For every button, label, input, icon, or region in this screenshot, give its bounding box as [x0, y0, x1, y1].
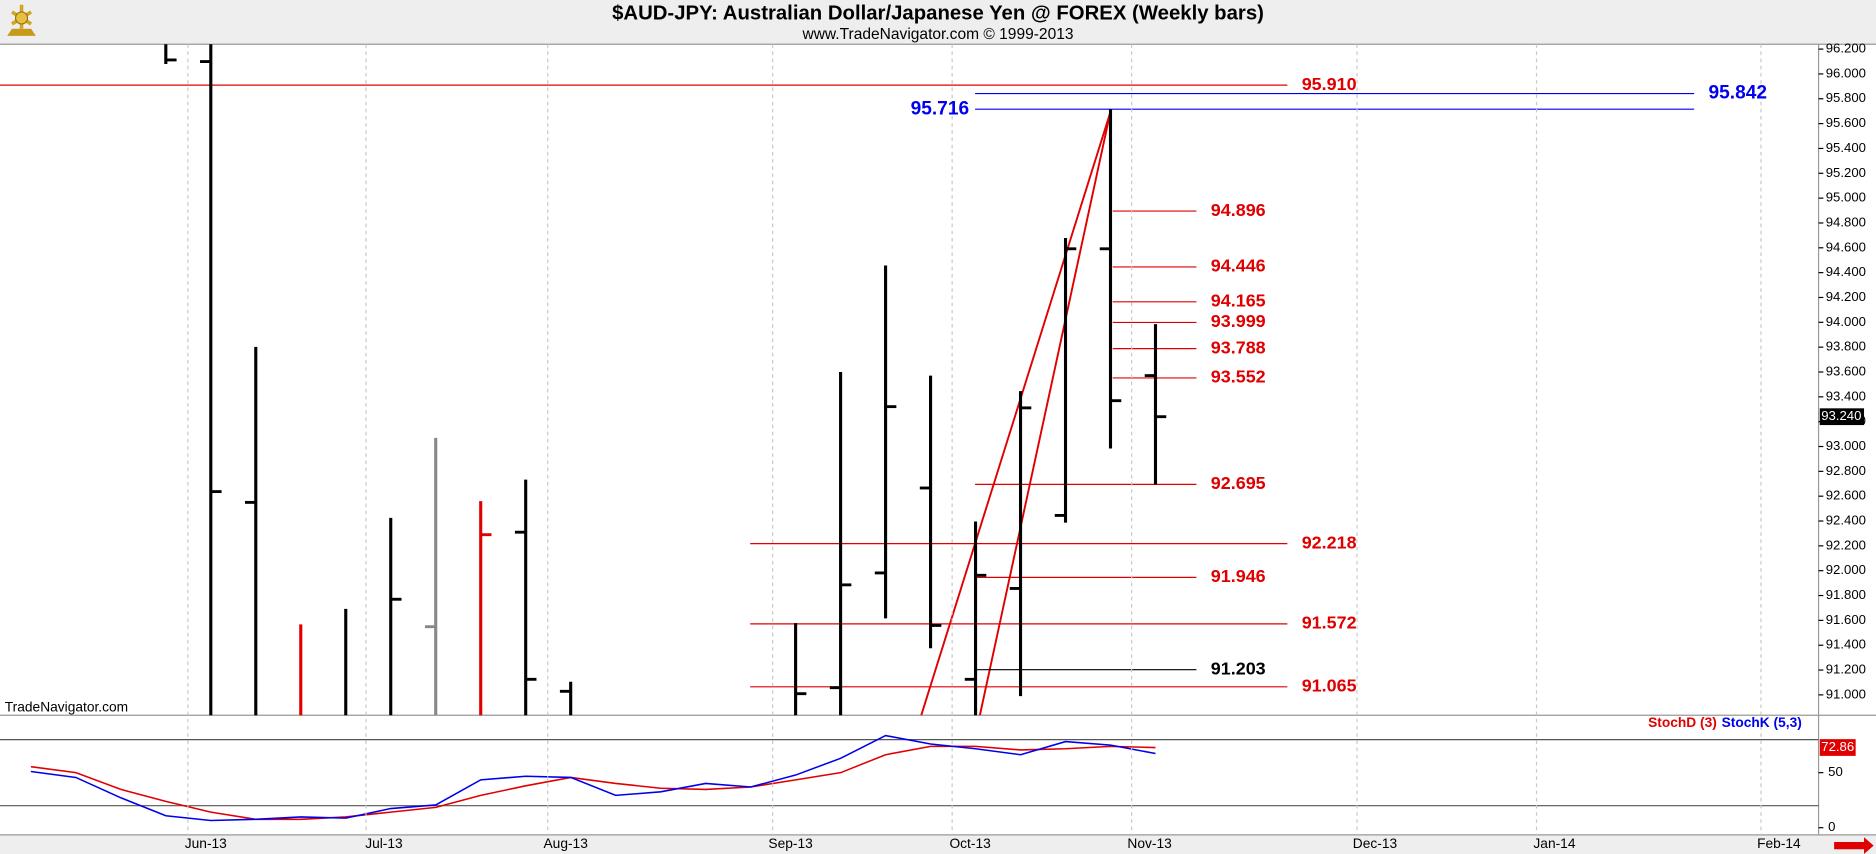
y-tick-label: 50 — [1828, 764, 1843, 779]
y-tick-label: 93.000 — [1826, 438, 1866, 453]
last-value-label: 72.86 — [1821, 739, 1854, 754]
y-tick-label: 92.400 — [1826, 512, 1866, 527]
y-tick-label: 91.400 — [1826, 637, 1866, 652]
level-label: 91.946 — [1211, 566, 1266, 586]
y-tick-label: 95.800 — [1826, 90, 1866, 105]
price-panel — [0, 44, 1695, 716]
last-value-box — [1819, 739, 1856, 756]
level-label: 95.716 — [911, 98, 970, 119]
trend-line — [920, 112, 1112, 716]
y-tick-label: 92.200 — [1826, 537, 1866, 552]
watermark: TradeNavigator.com — [5, 700, 128, 715]
y-tick-label: 96.000 — [1826, 65, 1866, 80]
level-label: 92.218 — [1302, 532, 1357, 552]
logo — [7, 4, 36, 36]
stoch-panel — [0, 734, 1819, 822]
y-tick-label: 91.200 — [1826, 662, 1866, 677]
y-tick-label: 91.000 — [1826, 686, 1866, 701]
level-label: 94.446 — [1211, 256, 1266, 276]
y-tick-label: 94.200 — [1826, 289, 1866, 304]
y-tick-label: 92.800 — [1826, 463, 1866, 478]
chart-title: $AUD-JPY: Australian Dollar/Japanese Yen… — [612, 3, 1264, 25]
y-tick-label: 0 — [1828, 819, 1835, 834]
plot-bg — [0, 44, 1819, 835]
stoch-line — [30, 745, 1156, 821]
y-tick-label: 94.400 — [1826, 264, 1866, 279]
level-label: 95.910 — [1302, 74, 1357, 94]
y-tick-label: 94.800 — [1826, 214, 1866, 229]
axis-bg — [1818, 44, 1876, 835]
y-tick-label: 94.000 — [1826, 314, 1866, 329]
y-tick-label: 93.600 — [1826, 363, 1866, 378]
stoch-line — [30, 734, 1156, 822]
y-tick-label: 93.800 — [1826, 339, 1866, 354]
level-label: 95.842 — [1708, 83, 1767, 104]
last-price-label: 93.240 — [1821, 408, 1861, 423]
y-tick-label: 95.000 — [1826, 190, 1866, 205]
level-label: 93.999 — [1211, 311, 1266, 331]
level-label: 91.203 — [1211, 658, 1266, 678]
y-tick-label: 92.600 — [1826, 488, 1866, 503]
date-axis-bg — [0, 834, 1876, 854]
y-tick-label: 91.800 — [1826, 587, 1866, 602]
level-label: 91.572 — [1302, 613, 1357, 633]
annotations: Jun-13 Jul-13 Aug-13 Sep-13 Oct-13 Nov-13 Dec-… — [185, 41, 1866, 851]
scroll-arrow[interactable] — [1834, 837, 1874, 854]
y-tick-label: 96.200 — [1826, 41, 1866, 56]
x-tick-label: Jul-13 — [365, 836, 403, 851]
header-bg — [0, 0, 1876, 45]
y-tick-label: 95.200 — [1826, 165, 1866, 180]
y-tick-label: 91.600 — [1826, 612, 1866, 627]
y-tick-label: 95.400 — [1826, 140, 1866, 155]
level-label: 91.065 — [1302, 676, 1357, 696]
legend-entry: StochD (3) — [1648, 715, 1717, 730]
y-tick-label: 93.400 — [1826, 388, 1866, 403]
x-tick-label: Feb-14 — [1757, 836, 1801, 851]
x-tick-label: Sep-13 — [768, 836, 813, 851]
x-tick-label: Jun-13 — [185, 836, 227, 851]
chart-subtitle: www.TradeNavigator.com © 1999-2013 — [801, 26, 1073, 43]
y-tick-label: 94.600 — [1826, 239, 1866, 254]
level-label: 94.896 — [1211, 200, 1266, 220]
x-tick-label: Oct-13 — [949, 836, 991, 851]
legend-entry: StochK (5,3) — [1722, 715, 1802, 730]
x-tick-label: Aug-13 — [544, 836, 589, 851]
trend-line — [978, 112, 1112, 716]
level-label: 92.695 — [1211, 473, 1266, 493]
level-label: 94.165 — [1211, 291, 1266, 311]
level-label: 93.552 — [1211, 367, 1266, 387]
y-tick-label: 95.600 — [1826, 115, 1866, 130]
x-tick-label: Dec-13 — [1353, 836, 1398, 851]
last-price-box — [1819, 408, 1865, 426]
x-tick-label: Nov-13 — [1127, 836, 1172, 851]
x-tick-label: Jan-14 — [1533, 836, 1575, 851]
y-tick-label: 92.000 — [1826, 562, 1866, 577]
level-label: 93.788 — [1211, 337, 1266, 357]
